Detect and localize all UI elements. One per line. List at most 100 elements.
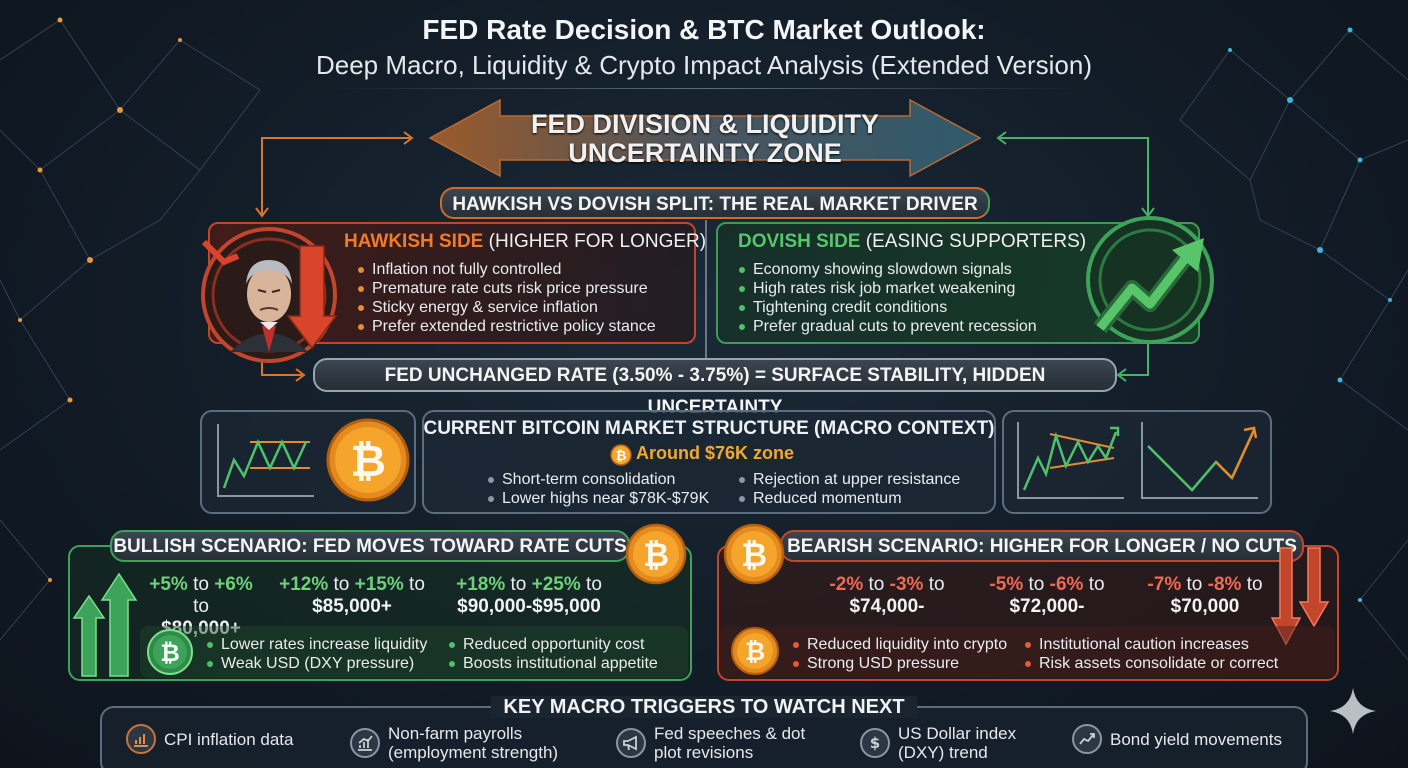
stat-high: +15% — [354, 574, 404, 595]
trigger-sublabel: plot revisions — [654, 743, 754, 762]
bitcoin-icon: ₿ — [326, 418, 410, 502]
btc-structure-card — [422, 410, 996, 514]
list-item: Tightening credit conditions — [738, 298, 1037, 317]
stat-to: to — [333, 574, 350, 595]
page-title: FED Rate Decision & BTC Market Outlook: — [422, 14, 986, 45]
bullish-reasons-panel — [140, 626, 688, 678]
stat-high: -6% — [1049, 574, 1084, 595]
list-item: Inflation not fully controlled — [357, 260, 656, 279]
bearish-list-2: Institutional caution increases Risk ass… — [1024, 635, 1278, 673]
list-item: Premature rate cuts risk price pressure — [357, 279, 656, 298]
bitcoin-icon: ₿ — [731, 627, 779, 675]
bullish-arrows-icon — [72, 572, 138, 677]
list-item: Short-term consolidation — [487, 470, 709, 489]
bitcoin-green-icon: ₿ — [147, 629, 193, 675]
trigger-sublabel: (DXY) trend — [898, 743, 988, 762]
hawkish-official-icon — [201, 227, 338, 363]
stat-to: to — [586, 574, 602, 595]
title-divider — [330, 88, 1080, 89]
stat-to: to — [193, 574, 209, 595]
stat-to: to — [928, 574, 945, 595]
trigger-bond-yields: Bond yield movements — [1072, 724, 1282, 754]
bearish-list-1: Reduced liquidity into crypto Strong USD… — [792, 635, 1007, 673]
list-item: Prefer gradual cuts to prevent recession — [738, 317, 1037, 336]
btc-zone-label: Around $76K zone — [636, 443, 795, 463]
unchanged-rate-label: FED UNCHANGED RATE (3.50% - 3.75%) = SUR… — [313, 358, 1117, 418]
bearish-reasons-panel — [720, 626, 1335, 678]
stat-target: $90,000-$95,000 — [457, 596, 601, 617]
zone-line-1: FED DIVISION & LIQUIDITY — [530, 109, 880, 139]
list-item: Strong USD pressure — [792, 654, 1007, 673]
trigger-label: CPI inflation data — [164, 729, 294, 749]
bearish-scenario-card — [717, 545, 1339, 681]
stat-to: to — [409, 574, 425, 595]
dovish-heading: DOVISH SIDE (EASING SUPPORTERS) — [738, 231, 1086, 253]
stat-target: $70,000 — [1170, 596, 1240, 617]
stat-low: -7% — [1147, 574, 1182, 595]
list-item: Sticky energy & service inflation — [357, 298, 656, 317]
stat-target: $74,000- — [849, 596, 925, 617]
list-item: Lower rates increase liquidity — [206, 635, 427, 654]
list-item: Prefer extended restrictive policy stanc… — [357, 317, 656, 336]
bar-chart-icon — [350, 728, 380, 758]
list-item: Reduced opportunity cost — [448, 635, 658, 654]
trigger-dxy: $ US Dollar index (DXY) trend — [860, 724, 1016, 762]
bearish-stat-1: -2% to -3% to $74,000- — [822, 574, 952, 618]
stat-low: +5% — [149, 574, 188, 595]
bullish-title: BULLISH SCENARIO: FED MOVES TOWARD RATE … — [110, 530, 630, 562]
stat-low: -5% — [989, 574, 1024, 595]
svg-text:₿: ₿ — [160, 639, 180, 667]
bullish-stat-2: +12% to +15% to $85,000+ — [272, 574, 432, 618]
stat-to: to — [1246, 574, 1263, 595]
stat-high: +25% — [531, 574, 581, 595]
bullish-list-2: Reduced opportunity cost Boosts institut… — [448, 635, 658, 673]
dovish-label: DOVISH SIDE — [738, 231, 861, 252]
uncertainty-zone-label: FED DIVISION & LIQUIDITY UNCERTAINTY ZON… — [500, 110, 910, 168]
zone-line-2: UNCERTAINTY ZONE — [568, 138, 842, 168]
trend-charts-card — [1002, 410, 1272, 514]
bearish-arrows-icon — [1270, 547, 1330, 646]
megaphone-icon — [616, 728, 646, 758]
center-divider — [705, 220, 707, 380]
bitcoin-icon: ₿ — [723, 523, 785, 585]
split-label: HAWKISH VS DOVISH SPLIT: THE REAL MARKET… — [440, 187, 990, 219]
bullish-list-1: Lower rates increase liquidity Weak USD … — [206, 635, 427, 673]
stat-to: to — [1186, 574, 1203, 595]
stat-to: to — [510, 574, 527, 595]
list-item: Reduced momentum — [738, 489, 960, 508]
stat-to: to — [1088, 574, 1105, 595]
bitcoin-small-icon: ₿ — [610, 444, 632, 466]
trigger-fed-speeches: Fed speeches & dot plot revisions — [616, 724, 805, 762]
page-subtitle: Deep Macro, Liquidity & Crypto Impact An… — [315, 50, 1093, 80]
stat-low: -2% — [829, 574, 864, 595]
list-item: Lower highs near $78K-$79K — [487, 489, 709, 508]
stat-high: +6% — [214, 574, 253, 595]
svg-text:₿: ₿ — [643, 536, 669, 574]
list-item: Rejection at upper resistance — [738, 470, 960, 489]
bullish-scenario-card — [68, 545, 692, 681]
list-item: Risk assets consolidate or correct — [1024, 654, 1278, 673]
svg-text:₿: ₿ — [741, 536, 767, 574]
bullish-stat-3: +18% to +25% to $90,000-$95,000 — [444, 574, 614, 618]
stat-to: to — [868, 574, 885, 595]
list-item: High rates risk job market weakening — [738, 279, 1037, 298]
trigger-cpi: CPI inflation data — [126, 724, 293, 754]
bitcoin-icon: ₿ — [625, 523, 687, 585]
dovish-qualifier: (EASING SUPPORTERS) — [865, 231, 1087, 252]
trigger-label: Bond yield movements — [1110, 729, 1282, 749]
stat-low: +18% — [456, 574, 506, 595]
hawkish-list: Inflation not fully controlled Premature… — [357, 260, 656, 336]
svg-text:₿: ₿ — [616, 449, 627, 464]
svg-text:₿: ₿ — [745, 637, 765, 666]
stat-to: to — [193, 596, 209, 617]
hawkish-qualifier: (HIGHER FOR LONGER) — [488, 231, 707, 252]
bearish-stat-2: -5% to -6% to $72,000- — [982, 574, 1112, 618]
structure-list-left: Short-term consolidation Lower highs nea… — [487, 470, 709, 508]
triggers-title: KEY MACRO TRIGGERS TO WATCH NEXT — [100, 696, 1308, 719]
hawkish-heading: HAWKISH SIDE (HIGHER FOR LONGER) — [344, 231, 706, 253]
stat-high: -3% — [889, 574, 924, 595]
trigger-label: Non-farm payrolls — [388, 724, 523, 743]
list-item: Economy showing slowdown signals — [738, 260, 1037, 279]
zone-arrow-graphics — [255, 98, 1155, 382]
